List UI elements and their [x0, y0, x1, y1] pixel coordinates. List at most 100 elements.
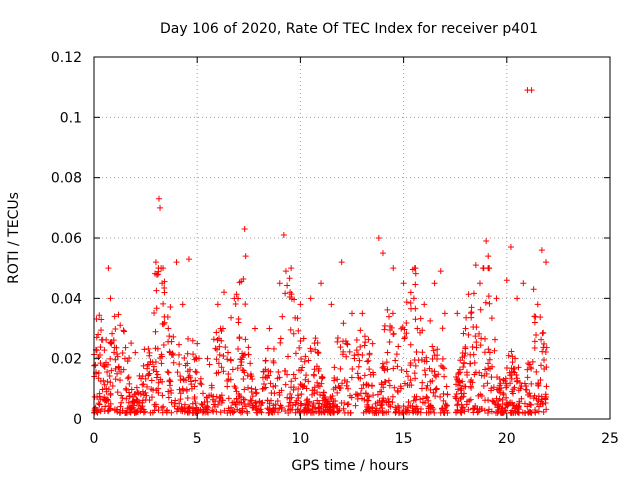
data-point-band: [413, 393, 420, 400]
data-point-band: [279, 313, 286, 320]
data-point-band: [262, 357, 269, 364]
data-point: [493, 295, 500, 302]
data-point: [483, 238, 490, 245]
data-point-band: [540, 340, 547, 347]
data-point-band: [406, 409, 413, 416]
data-point-band: [344, 341, 351, 348]
data-point-band: [493, 395, 500, 402]
data-point: [507, 244, 514, 251]
data-point-band: [365, 397, 372, 404]
data-point-band: [144, 383, 151, 390]
data-point-band: [176, 400, 183, 407]
data-point-band: [321, 401, 328, 408]
data-point-band: [412, 362, 419, 369]
data-point-band: [177, 390, 184, 397]
data-point-band: [404, 381, 411, 388]
data-point-band: [241, 396, 248, 403]
data-point-band: [431, 409, 438, 416]
data-point-band: [137, 405, 144, 412]
data-point-band: [365, 405, 372, 412]
data-point-band: [189, 400, 196, 407]
data-point-band: [488, 408, 495, 415]
data-point-band: [289, 402, 296, 409]
data-point-band: [543, 383, 550, 390]
data-point-band: [100, 377, 107, 384]
data-point-band: [486, 300, 493, 307]
data-point-band: [144, 365, 151, 372]
data-point-band: [366, 350, 373, 357]
data-point-band: [197, 380, 204, 387]
data-point-band: [237, 362, 244, 369]
data-point-band: [92, 362, 99, 369]
data-point-band: [404, 373, 411, 380]
data-point-band: [505, 352, 512, 359]
data-point-band: [193, 355, 200, 362]
data-point-band: [259, 399, 266, 406]
data-point-band: [129, 399, 136, 406]
data-point-band: [124, 358, 131, 365]
data-point: [165, 325, 172, 332]
data-point-band: [473, 344, 480, 351]
data-point-band: [125, 374, 132, 381]
data-point-band: [349, 366, 356, 373]
data-point-band: [295, 327, 302, 334]
data-point-band: [270, 357, 277, 364]
data-point-band: [381, 326, 388, 333]
x-tick-label: 0: [90, 431, 99, 447]
data-point-band: [515, 387, 522, 394]
data-point: [514, 295, 521, 302]
data-point-band: [476, 330, 483, 337]
data-point-band: [186, 372, 193, 379]
data-point-band: [292, 409, 299, 416]
data-point: [400, 280, 407, 287]
data-point-band: [322, 393, 329, 400]
data-point-band: [208, 392, 215, 399]
data-point-band: [126, 355, 133, 362]
data-point-band: [533, 331, 540, 338]
data-point-band: [104, 378, 111, 385]
data-point-band: [533, 368, 540, 375]
data-point-band: [334, 389, 341, 396]
data-point-band: [426, 365, 433, 372]
data-point-band: [348, 374, 355, 381]
data-point-band: [314, 379, 321, 386]
data-point-band: [334, 403, 341, 410]
data-point-band: [268, 397, 275, 404]
data-point-band: [114, 370, 121, 377]
data-point-band: [515, 364, 522, 371]
data-point-band: [146, 370, 153, 377]
data-point-band: [282, 290, 289, 297]
data-point-band: [542, 349, 549, 356]
data-point-band: [480, 265, 487, 272]
data-point-band: [484, 409, 491, 416]
data-point: [543, 259, 550, 266]
data-point-band: [149, 409, 156, 416]
data-point-band: [417, 396, 424, 403]
data-point-band: [153, 368, 160, 375]
data-point-band: [394, 387, 401, 394]
data-point-band: [512, 355, 519, 362]
data-point-band: [364, 358, 371, 365]
data-point-band: [329, 409, 336, 416]
data-point-band: [503, 401, 510, 408]
data-point-band: [439, 355, 446, 362]
data-point-band: [418, 356, 425, 363]
data-point-band: [527, 401, 534, 408]
data-point-band: [527, 393, 534, 400]
data-point-band: [192, 400, 199, 407]
data-point-band: [218, 364, 225, 371]
data-point-band: [171, 400, 178, 407]
data-point-band: [481, 349, 488, 356]
data-point-band: [242, 301, 249, 308]
data-point-band: [274, 398, 281, 405]
data-point-band: [509, 359, 516, 366]
data-point: [111, 313, 118, 320]
data-point-band: [528, 409, 535, 416]
y-tick-label: 0.02: [51, 352, 82, 368]
data-point-band: [170, 359, 177, 366]
data-point-band: [231, 408, 238, 415]
data-point-band: [97, 344, 104, 351]
data-point-band: [390, 365, 397, 372]
data-point-band: [148, 394, 155, 401]
